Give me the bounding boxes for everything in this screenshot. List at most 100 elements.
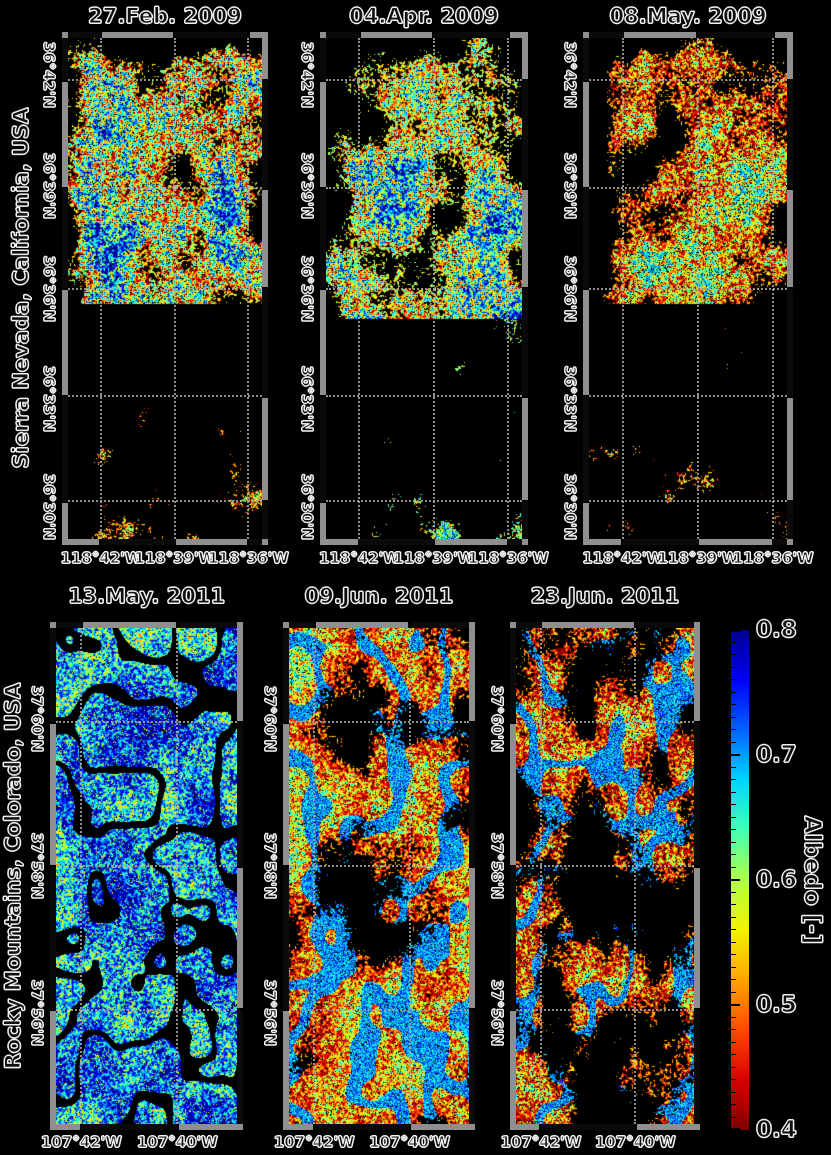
frame-segment: [583, 396, 589, 502]
map-panel-sierra-may: [583, 32, 793, 545]
albedo-raster: [289, 628, 469, 1124]
gridline-parallel: [56, 1008, 237, 1011]
tick-mark: [262, 186, 268, 190]
lon-tick-label: 107°42'W: [273, 1132, 355, 1151]
frame-segment: [583, 188, 589, 289]
tick-mark: [62, 78, 68, 82]
frame-segment: [469, 722, 475, 867]
tick-mark: [469, 864, 475, 868]
colorbar-tick: [731, 916, 736, 918]
colorbar-gradient: [731, 630, 749, 1130]
colorbar-tick: [731, 1104, 736, 1105]
frame-segment: [50, 628, 56, 723]
gridline-parallel: [68, 79, 262, 82]
lon-tick-label: 118°39'W: [393, 548, 475, 567]
colorbar-axis-label: Albedo [-]: [798, 815, 825, 945]
tick-mark: [787, 394, 793, 398]
gridline-parallel: [516, 721, 694, 724]
frame-segment: [694, 722, 700, 867]
frame-segment: [787, 501, 793, 539]
colorbar-tick: [731, 879, 740, 881]
tick-mark: [312, 622, 316, 628]
gridline-parallel: [326, 79, 522, 82]
colorbar-tick: [731, 1054, 736, 1055]
lat-tick-label: 36°33'N: [560, 365, 579, 432]
frame-segment: [409, 622, 469, 628]
gridline-parallel: [589, 395, 787, 398]
frame-segment: [697, 32, 774, 38]
lat-tick-label: 36°36'N: [297, 255, 316, 322]
frame-segment: [510, 866, 516, 1010]
colorbar-tick-value: 0.6: [755, 866, 797, 893]
frame-segment: [177, 622, 237, 628]
gridline-parallel: [289, 865, 469, 868]
tick-mark: [583, 78, 589, 82]
colorbar-tick: [731, 704, 736, 705]
frame-segment: [262, 501, 268, 539]
tick-mark: [99, 32, 103, 38]
lat-tick-label: 37°60'N: [260, 685, 279, 752]
colorbar-tick: [731, 1128, 740, 1130]
lat-tick-label: 37°56'N: [260, 979, 279, 1047]
lon-tick-label: 107°40'W: [369, 1132, 451, 1151]
tick-mark: [621, 32, 625, 38]
colorbar-tick-value: 0.4: [755, 1116, 797, 1143]
colorbar-tick: [731, 679, 736, 680]
colorbar-tick: [731, 829, 736, 830]
tick-mark: [237, 864, 243, 868]
lon-tick-label: 118°39'W: [657, 548, 739, 567]
lat-tick-label: 37°56'N: [487, 979, 506, 1047]
colorbar-tick: [731, 716, 736, 718]
tick-mark: [50, 720, 56, 724]
frame-segment: [248, 539, 262, 545]
frame-segment: [283, 628, 289, 723]
frame-segment: [62, 38, 68, 81]
gridline-parallel: [589, 500, 787, 503]
lat-tick-label: 37°58'N: [487, 832, 506, 900]
colorbar-tick: [731, 779, 736, 780]
colorbar-tick: [731, 691, 736, 693]
frame-segment: [583, 38, 589, 81]
lat-tick-label: 36°42'N: [560, 41, 579, 109]
lat-tick-label: 36°30'N: [297, 473, 316, 540]
frame-segment: [522, 501, 528, 539]
colorbar-tick: [731, 966, 736, 968]
tick-mark: [62, 287, 68, 290]
lat-tick-label: 37°56'N: [27, 979, 46, 1047]
lat-tick-label: 36°33'N: [297, 365, 316, 432]
colorbar-tick: [731, 1079, 736, 1080]
frame-segment: [326, 32, 360, 38]
gridline-parallel: [516, 1008, 694, 1011]
tick-mark: [173, 539, 177, 545]
gridline-parallel: [68, 500, 262, 503]
colorbar-tick: [731, 1004, 740, 1006]
lon-tick-label: 107°40'W: [136, 1132, 218, 1151]
gridline-parallel: [326, 287, 522, 290]
colorbar-tick: [731, 1016, 736, 1018]
colorbar-tick: [731, 766, 736, 768]
frame-segment: [469, 1009, 475, 1124]
lat-tick-label: 36°33'N: [39, 365, 58, 432]
frame-segment: [50, 866, 56, 1010]
colorbar-tick: [731, 654, 736, 655]
tick-mark: [771, 32, 775, 38]
lon-tick-label: 118°42'W: [60, 548, 142, 567]
frame-segment: [262, 288, 268, 397]
frame-segment: [237, 722, 243, 867]
frame-segment: [81, 1124, 178, 1130]
lat-tick-label: 36°39'N: [39, 152, 58, 220]
map-panel-rocky-jun09: [283, 622, 475, 1130]
tick-mark: [510, 720, 516, 724]
frame-segment: [56, 622, 82, 628]
frame-segment: [283, 866, 289, 1010]
tick-mark: [510, 1008, 516, 1012]
colorbar-tick: [731, 754, 740, 756]
panel-title-may-2011: 13.May. 2011: [67, 583, 226, 608]
colorbar-tick: [731, 891, 736, 893]
tick-mark: [357, 32, 361, 38]
tick-mark: [283, 1008, 289, 1012]
lon-tick-label: 118°36'W: [467, 548, 549, 567]
colorbar-tick-value: 0.7: [755, 741, 797, 768]
frame-segment: [262, 80, 268, 189]
tick-mark: [583, 499, 589, 503]
